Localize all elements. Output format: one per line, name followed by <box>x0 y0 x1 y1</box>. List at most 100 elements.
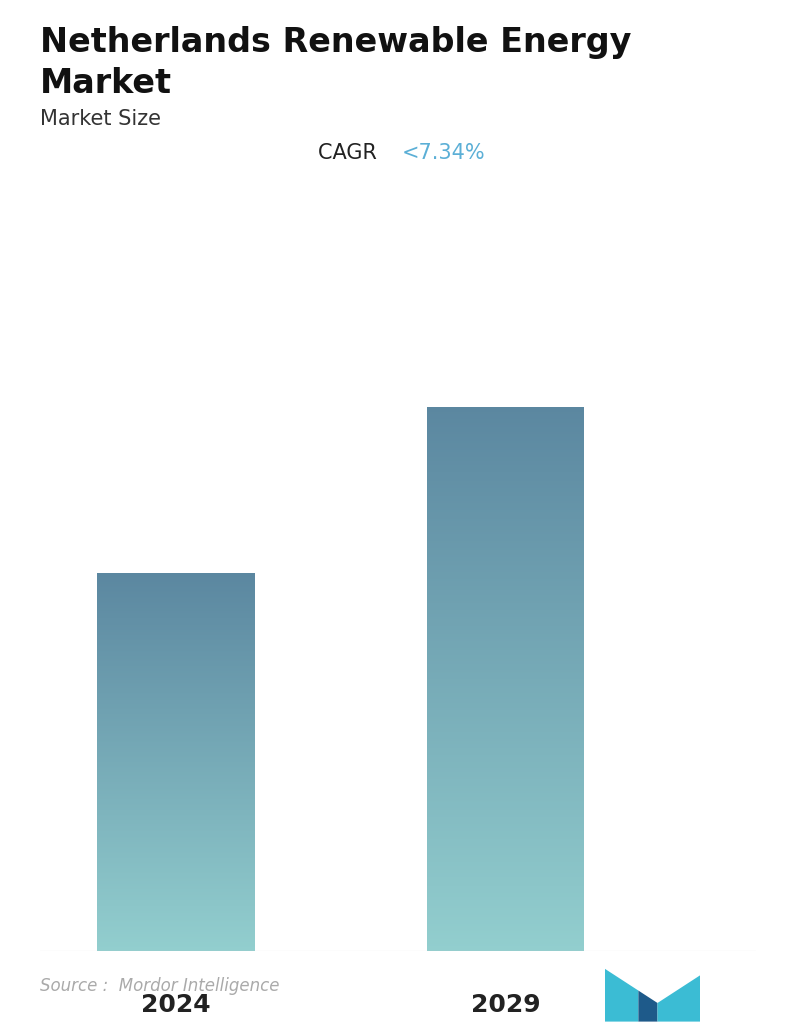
Bar <box>97 674 255 675</box>
Bar <box>97 882 255 883</box>
Bar <box>427 615 584 617</box>
Bar <box>427 552 584 553</box>
Bar <box>427 786 584 788</box>
Bar <box>97 855 255 857</box>
Bar <box>427 619 584 620</box>
Bar <box>427 663 584 665</box>
Bar <box>97 941 255 942</box>
Bar <box>427 793 584 795</box>
Bar <box>427 545 584 546</box>
Bar <box>427 577 584 579</box>
Bar <box>97 789 255 790</box>
Bar <box>427 814 584 815</box>
Bar <box>97 818 255 819</box>
Bar <box>97 660 255 662</box>
Bar <box>97 655 255 657</box>
Bar <box>97 747 255 749</box>
Bar <box>427 675 584 677</box>
Bar <box>97 812 255 813</box>
Bar <box>427 568 584 570</box>
Bar <box>427 891 584 893</box>
Bar <box>427 588 584 590</box>
Bar <box>97 594 255 595</box>
Bar <box>97 769 255 771</box>
Bar <box>427 644 584 646</box>
Bar <box>97 887 255 888</box>
Bar <box>97 642 255 643</box>
Bar <box>427 565 584 567</box>
Bar <box>427 659 584 661</box>
Bar <box>427 425 584 426</box>
Bar <box>97 858 255 859</box>
Bar <box>427 812 584 814</box>
Bar <box>427 507 584 509</box>
Bar <box>427 800 584 802</box>
Bar <box>427 539 584 541</box>
Bar <box>97 689 255 691</box>
Bar <box>427 519 584 521</box>
Text: Source :  Mordor Intelligence: Source : Mordor Intelligence <box>40 977 279 995</box>
Bar <box>427 531 584 534</box>
Bar <box>427 697 584 699</box>
Bar <box>97 758 255 760</box>
Bar <box>427 466 584 468</box>
Bar <box>427 939 584 940</box>
Bar <box>427 915 584 917</box>
Bar <box>427 805 584 808</box>
Bar <box>427 797 584 798</box>
Text: <7.34%: <7.34% <box>402 143 486 162</box>
Bar <box>427 841 584 843</box>
Bar <box>97 612 255 613</box>
Bar <box>97 651 255 652</box>
Bar <box>427 628 584 630</box>
Bar <box>97 863 255 864</box>
Bar <box>427 750 584 752</box>
Bar <box>97 854 255 855</box>
Bar <box>97 786 255 787</box>
Bar <box>427 862 584 864</box>
Bar <box>427 888 584 889</box>
Bar <box>97 634 255 635</box>
Bar <box>427 521 584 523</box>
Bar <box>97 605 255 606</box>
Bar <box>427 412 584 414</box>
Bar <box>97 710 255 711</box>
Bar <box>427 582 584 584</box>
Bar <box>97 904 255 905</box>
Bar <box>427 606 584 608</box>
Bar <box>97 650 255 651</box>
Bar <box>427 617 584 619</box>
Bar <box>97 947 255 949</box>
Bar <box>97 783 255 784</box>
Bar <box>427 730 584 732</box>
Bar <box>97 936 255 938</box>
Text: 2024: 2024 <box>141 993 211 1016</box>
Bar <box>427 555 584 557</box>
Bar <box>427 723 584 724</box>
Polygon shape <box>638 991 657 1022</box>
Bar <box>97 731 255 732</box>
Bar <box>427 779 584 781</box>
Bar <box>427 452 584 454</box>
Bar <box>427 570 584 572</box>
Bar <box>427 808 584 810</box>
Bar <box>97 913 255 915</box>
Bar <box>427 679 584 680</box>
Bar <box>97 746 255 747</box>
Bar <box>97 639 255 640</box>
Bar <box>427 423 584 425</box>
Bar <box>97 906 255 907</box>
Bar <box>97 576 255 577</box>
Bar <box>427 711 584 713</box>
Bar <box>97 861 255 863</box>
Bar <box>427 776 584 777</box>
Bar <box>427 418 584 419</box>
Bar <box>427 716 584 717</box>
Bar <box>97 802 255 803</box>
Bar <box>427 860 584 862</box>
Bar <box>427 490 584 492</box>
Bar <box>97 749 255 750</box>
Bar <box>97 916 255 917</box>
Bar <box>427 594 584 596</box>
Bar <box>427 562 584 565</box>
